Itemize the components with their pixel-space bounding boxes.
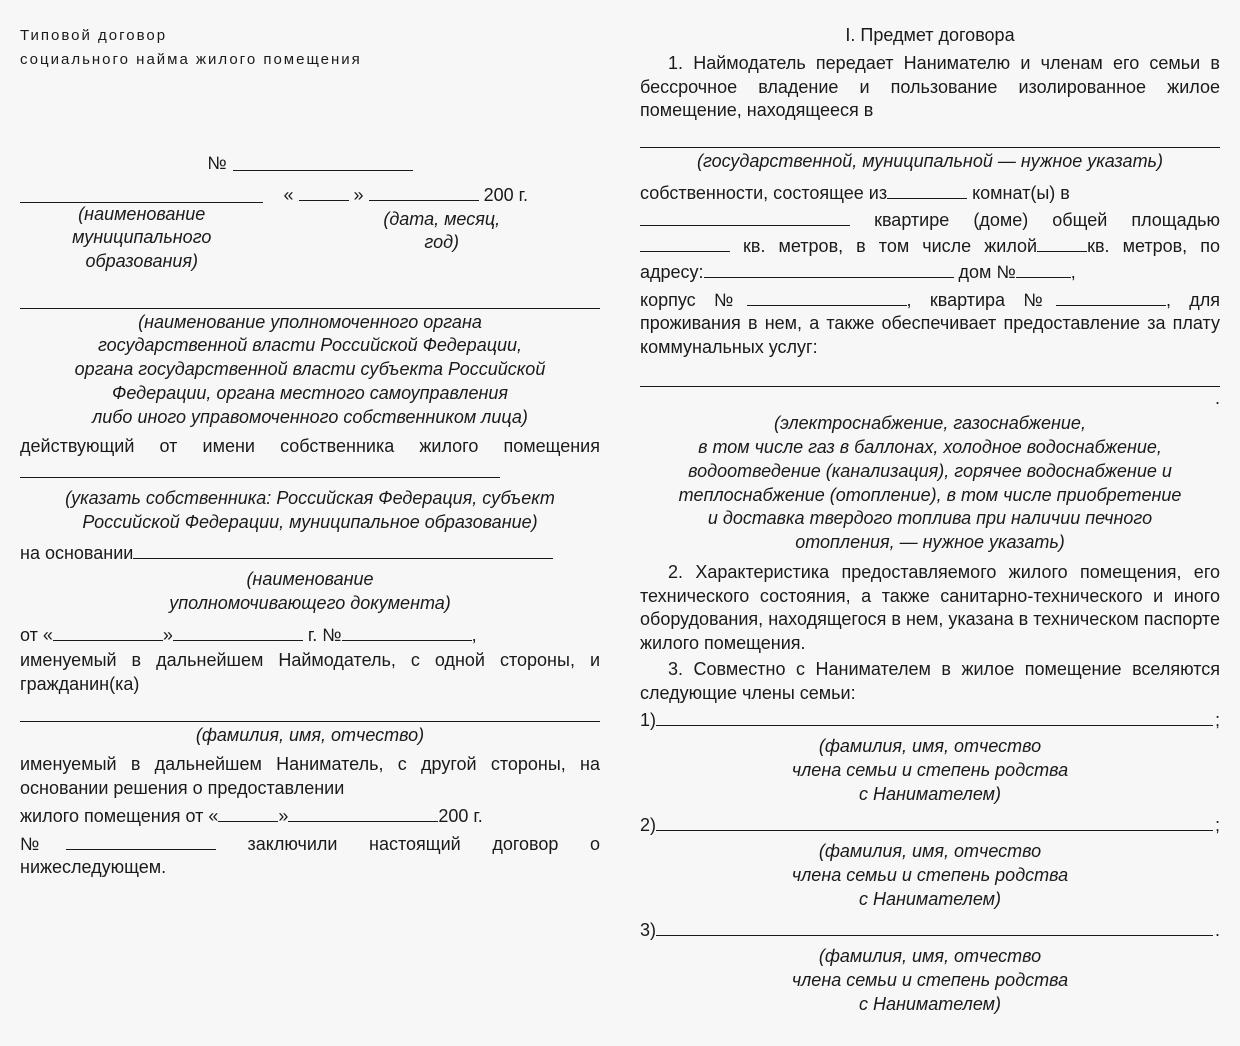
apartment-text: квартире (доме) общей площадью <box>850 210 1220 230</box>
premises-date-line: жилого помещения от « » 200 г. <box>20 803 600 829</box>
date-line: « » 200 г. <box>283 182 600 208</box>
item1-label: 1) <box>640 709 656 733</box>
building-label: корпус № <box>640 290 747 310</box>
document-type-title: Типовой договор социального найма жилого… <box>20 24 600 72</box>
premises-mid: » <box>278 806 288 826</box>
paragraph-2: 2. Характеристика предоставляемого жилог… <box>640 561 1220 656</box>
family-member-3: 3) . (фамилия, имя, отчество члена семьи… <box>640 917 1220 1016</box>
ownership-text: собственности, состоящее из <box>640 183 887 203</box>
family1-hint: (фамилия, имя, отчество члена семьи и ст… <box>640 735 1220 806</box>
right-column: I. Предмет договора 1. Наймодатель перед… <box>640 24 1220 1022</box>
rooms-suffix: комнат(ы) в <box>967 183 1070 203</box>
number-label: № <box>207 152 226 176</box>
family1-blank[interactable] <box>656 707 1213 726</box>
utilities-blank[interactable] <box>640 366 1220 387</box>
apartment-line: квартире (доме) общей площадью кв. метро… <box>640 207 1220 284</box>
left-column: Типовой договор социального найма жилого… <box>20 24 600 1022</box>
date-open-quote: « <box>283 185 293 205</box>
address-blank[interactable] <box>704 259 954 278</box>
premises-day-blank[interactable] <box>218 803 278 822</box>
num2-blank[interactable] <box>66 831 216 850</box>
landlord-text: именуемый в дальнейшем Наймодатель, с од… <box>20 649 600 697</box>
paragraph-1: 1. Наймодатель передает Нанимателю и чле… <box>640 52 1220 123</box>
authority-hint: (наименование уполномоченного органа гос… <box>20 311 600 430</box>
family3-blank[interactable] <box>656 917 1213 936</box>
basis-blank[interactable] <box>133 540 553 559</box>
house-blank[interactable] <box>1016 259 1071 278</box>
from-num-blank[interactable] <box>342 622 472 641</box>
contract-number-row: № <box>20 152 600 176</box>
house-comma: , <box>1071 262 1076 282</box>
from-date-line: от « » г. №, <box>20 622 600 648</box>
premises-from: жилого помещения от « <box>20 806 218 826</box>
from-open: от « <box>20 625 53 645</box>
date-year-suffix: 200 г. <box>484 185 528 205</box>
municipality-date-row: (наименование муниципального образования… <box>20 182 600 274</box>
basis-line: на основании <box>20 540 600 566</box>
num-label-2: № <box>20 834 66 854</box>
date-hint: (дата, месяц, год) <box>283 208 600 256</box>
owner-hint: (указать собственника: Российская Федера… <box>20 487 600 535</box>
family-member-2: 2) ; (фамилия, имя, отчество члена семьи… <box>640 812 1220 911</box>
from-comma: , <box>472 625 477 645</box>
number-blank[interactable] <box>233 152 413 171</box>
acting-text: действующий от имени собственника жилого… <box>20 435 600 485</box>
from-year-suffix: г. № <box>308 625 342 645</box>
building-blank[interactable] <box>747 287 907 306</box>
house-label: дом № <box>954 262 1016 282</box>
premises-year: 200 г. <box>438 806 482 826</box>
rooms-blank[interactable] <box>887 180 967 199</box>
family-member-1: 1) ; (фамилия, имя, отчество члена семьи… <box>640 707 1220 806</box>
section-title: I. Предмет договора <box>640 24 1220 48</box>
apt-label: , квартира № <box>907 290 1056 310</box>
item2-semi: ; <box>1215 814 1220 838</box>
date-day-blank[interactable] <box>299 182 349 201</box>
date-close-quote: » <box>354 185 364 205</box>
from-day-blank[interactable] <box>53 622 163 641</box>
authority-blank[interactable] <box>20 288 600 309</box>
fio-hint: (фамилия, имя, отчество) <box>20 724 600 748</box>
owner-blank[interactable] <box>20 459 500 478</box>
item3-label: 3) <box>640 919 656 943</box>
family2-blank[interactable] <box>656 812 1213 831</box>
from-month-blank[interactable] <box>173 622 303 641</box>
tenant-text: именуемый в дальнейшем Наниматель, с дру… <box>20 753 600 801</box>
living-area-blank[interactable] <box>1037 233 1087 252</box>
family3-hint: (фамилия, имя, отчество члена семьи и ст… <box>640 945 1220 1016</box>
date-block: « » 200 г. (дата, месяц, год) <box>283 182 600 255</box>
utilities-period: . <box>1215 388 1220 408</box>
from-close: » <box>163 625 173 645</box>
item1-semi: ; <box>1215 709 1220 733</box>
doc-type-line1: Типовой договор <box>20 24 600 48</box>
doc-type-line2: социального найма жилого помещения <box>20 48 600 72</box>
basis-label: на основании <box>20 543 133 563</box>
conclusion-line: № заключили настоящий договор о нижеслед… <box>20 831 600 881</box>
apt-type-blank[interactable] <box>640 207 850 226</box>
municipality-block: (наименование муниципального образования… <box>20 182 263 274</box>
area-blank[interactable] <box>640 233 730 252</box>
item2-label: 2) <box>640 814 656 838</box>
rooms-line: собственности, состоящее из комнат(ы) в <box>640 180 1220 206</box>
date-month-blank[interactable] <box>369 182 479 201</box>
municipality-hint: (наименование муниципального образования… <box>20 203 263 274</box>
municipality-blank[interactable] <box>20 182 263 203</box>
citizen-blank[interactable] <box>20 701 600 722</box>
sqm-text: кв. метров, в том числе жилой <box>730 236 1037 256</box>
ownership-hint: (государственной, муниципальной — нужное… <box>640 150 1220 174</box>
item3-period: . <box>1215 919 1220 943</box>
paragraph-3: 3. Совместно с Нанимателем в жилое помещ… <box>640 658 1220 706</box>
document-page: Типовой договор социального найма жилого… <box>20 24 1220 1022</box>
ownership-blank[interactable] <box>640 127 1220 148</box>
apt-num-blank[interactable] <box>1056 287 1166 306</box>
basis-hint: (наименование уполномочивающего документ… <box>20 568 600 616</box>
premises-month-blank[interactable] <box>288 803 438 822</box>
building-line: корпус №, квартира №, для проживания в н… <box>640 287 1220 360</box>
utilities-hint: (электроснабжение, газоснабжение, в том … <box>640 412 1220 555</box>
family2-hint: (фамилия, имя, отчество члена семьи и ст… <box>640 840 1220 911</box>
acting-text-span: действующий от имени собственника жилого… <box>20 436 600 456</box>
